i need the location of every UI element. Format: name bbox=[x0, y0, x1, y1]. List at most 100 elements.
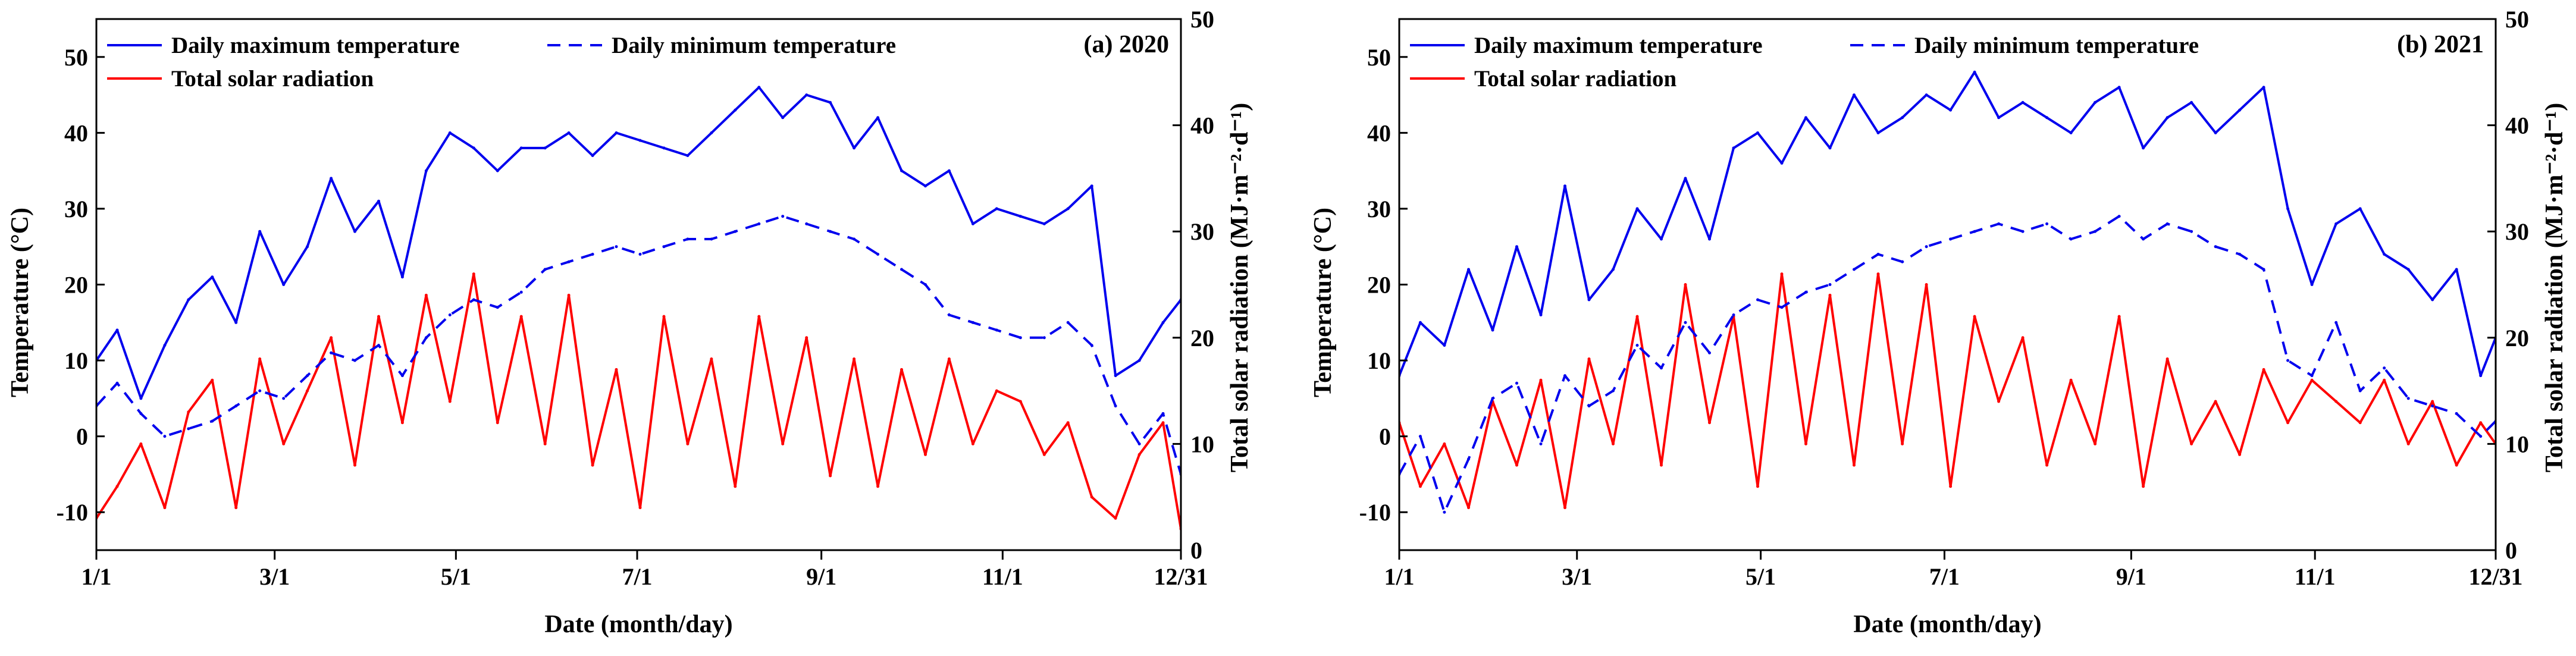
min-temp-line-point bbox=[519, 290, 523, 294]
min-temp-line-point bbox=[1708, 351, 1711, 354]
min-temp-line-point bbox=[424, 336, 428, 340]
max-temp-line-point bbox=[1828, 146, 1832, 150]
y2-tick-label: 0 bbox=[2505, 537, 2517, 564]
solar-radiation-line-point bbox=[2190, 442, 2193, 445]
max-temp-line-point bbox=[377, 199, 380, 203]
solar-radiation-line-point bbox=[615, 368, 618, 371]
min-temp-line-point bbox=[282, 397, 286, 400]
max-temp-line-point bbox=[1443, 344, 1446, 347]
min-temp-line-point bbox=[1828, 283, 1832, 286]
solar-radiation-line-point bbox=[1090, 495, 1093, 499]
y-tick-label: 30 bbox=[64, 196, 88, 222]
solar-radiation-line-point bbox=[519, 315, 523, 318]
min-temp-line-point bbox=[662, 245, 666, 249]
max-temp-line-point bbox=[1467, 268, 1470, 271]
y2-tick-label: 10 bbox=[1190, 431, 1214, 457]
max-temp-line-point bbox=[448, 131, 452, 134]
solar-radiation-line-point bbox=[353, 463, 356, 467]
min-temp-line-point bbox=[1804, 290, 1807, 294]
y-tick-label: -10 bbox=[1359, 499, 1391, 526]
min-temp-line-point bbox=[2045, 222, 2049, 225]
min-temp-line-point bbox=[163, 435, 167, 438]
min-temp-line-point bbox=[187, 427, 190, 431]
chart-panel-1: -10 0 10 20 30 40 50 0 10 20 30 40 50 1/1 3/1 5/1 7/1 9/1… bbox=[7, 6, 1253, 638]
solar-radiation-line-point bbox=[638, 506, 642, 510]
min-temp-line-point bbox=[2479, 435, 2483, 438]
min-temp-line-point bbox=[1066, 321, 1070, 324]
min-temp-line-point bbox=[2021, 230, 2025, 233]
max-temp-line-point bbox=[1137, 359, 1141, 362]
solar-radiation-line-point bbox=[282, 442, 286, 445]
max-temp-line-point bbox=[1114, 374, 1117, 378]
legend-max-label: Daily maximum temperature bbox=[1474, 33, 1763, 58]
max-temp-line-point bbox=[900, 169, 903, 172]
solar-radiation-line-point bbox=[1780, 272, 1784, 276]
solar-radiation-line-point bbox=[853, 357, 856, 360]
max-temp-line-point bbox=[2142, 146, 2145, 150]
min-temp-line-point bbox=[591, 253, 594, 256]
solar-radiation-line-point bbox=[1161, 421, 1165, 425]
max-temp-line-point bbox=[1804, 116, 1807, 120]
x-axis-title: Date (month/day) bbox=[544, 611, 732, 638]
solar-radiation-line-point bbox=[2310, 378, 2314, 382]
solar-radiation-line-point bbox=[1587, 357, 1591, 360]
min-temp-line-point bbox=[710, 237, 713, 241]
y-tick-label: 50 bbox=[1367, 44, 1391, 71]
y2-tick-label: 50 bbox=[1190, 6, 1214, 33]
solar-radiation-line-point bbox=[2455, 463, 2458, 467]
solar-radiation-line-point bbox=[1515, 463, 1518, 467]
y-tick-label: 50 bbox=[64, 44, 88, 71]
solar-radiation-line-point bbox=[139, 442, 143, 445]
solar-radiation-line-point bbox=[2286, 421, 2290, 425]
y-tick-label: 40 bbox=[64, 120, 88, 146]
max-temp-line-point bbox=[567, 131, 571, 134]
min-temp-line-point bbox=[1137, 442, 1141, 445]
solar-radiation-line-point bbox=[686, 442, 690, 445]
max-temp-line-point bbox=[1563, 184, 1566, 188]
min-temp-line-point bbox=[1901, 260, 1904, 263]
solar-radiation-line-point bbox=[2431, 400, 2434, 403]
y-tick-label: -10 bbox=[57, 499, 88, 526]
y2-axis-title: Total solar radiation (MJ·m⁻²·d⁻¹) bbox=[1226, 103, 1253, 472]
solar-radiation-line-point bbox=[734, 485, 737, 488]
solar-radiation-line-point bbox=[1467, 506, 1470, 510]
max-temp-line-point bbox=[1973, 70, 1976, 74]
max-temp-line-point bbox=[543, 146, 547, 150]
x-tick-label: 1/1 bbox=[81, 563, 111, 590]
min-temp-line-point bbox=[1114, 404, 1117, 408]
y2-tick-label: 20 bbox=[2505, 325, 2529, 351]
max-temp-line-point bbox=[1515, 245, 1518, 249]
min-temp-line-point bbox=[543, 268, 547, 271]
max-temp-line-point bbox=[2094, 101, 2097, 104]
x-tick-label: 12/31 bbox=[1154, 563, 1208, 590]
max-temp-line-point bbox=[2238, 108, 2242, 112]
max-temp-line-point bbox=[1660, 237, 1663, 241]
max-temp-line-point bbox=[330, 177, 333, 180]
series-group bbox=[1399, 70, 2496, 514]
legend-rad-label: Total solar radiation bbox=[171, 66, 374, 92]
solar-radiation-line-point bbox=[306, 389, 309, 393]
y2-tick-label: 30 bbox=[1190, 218, 1214, 245]
solar-radiation-line-point bbox=[876, 485, 880, 488]
x-tick-label: 9/1 bbox=[806, 563, 836, 590]
y-tick-label: 20 bbox=[1367, 272, 1391, 299]
max-temp-line-point bbox=[2045, 116, 2049, 120]
max-temp-line-point bbox=[615, 131, 618, 134]
y-axis-title: Temperature (°C) bbox=[7, 208, 34, 397]
solar-radiation-line-point bbox=[2334, 400, 2338, 403]
solar-radiation-line-point bbox=[781, 442, 785, 445]
max-temp-line-point bbox=[1635, 207, 1639, 211]
y-tick-label: 0 bbox=[76, 423, 88, 450]
y-tick-label: 20 bbox=[64, 272, 88, 299]
min-temp-line-point bbox=[139, 412, 143, 415]
max-temp-line-point bbox=[2117, 86, 2121, 89]
min-temp-line-point bbox=[211, 419, 214, 423]
max-temp-line-point bbox=[472, 146, 475, 150]
min-temp-line-point bbox=[1515, 381, 1518, 385]
max-temp-line-point bbox=[1418, 321, 1422, 324]
solar-radiation-line-point bbox=[710, 357, 713, 360]
min-temp-line-point bbox=[377, 344, 380, 347]
y2-tick-label: 20 bbox=[1190, 325, 1214, 351]
